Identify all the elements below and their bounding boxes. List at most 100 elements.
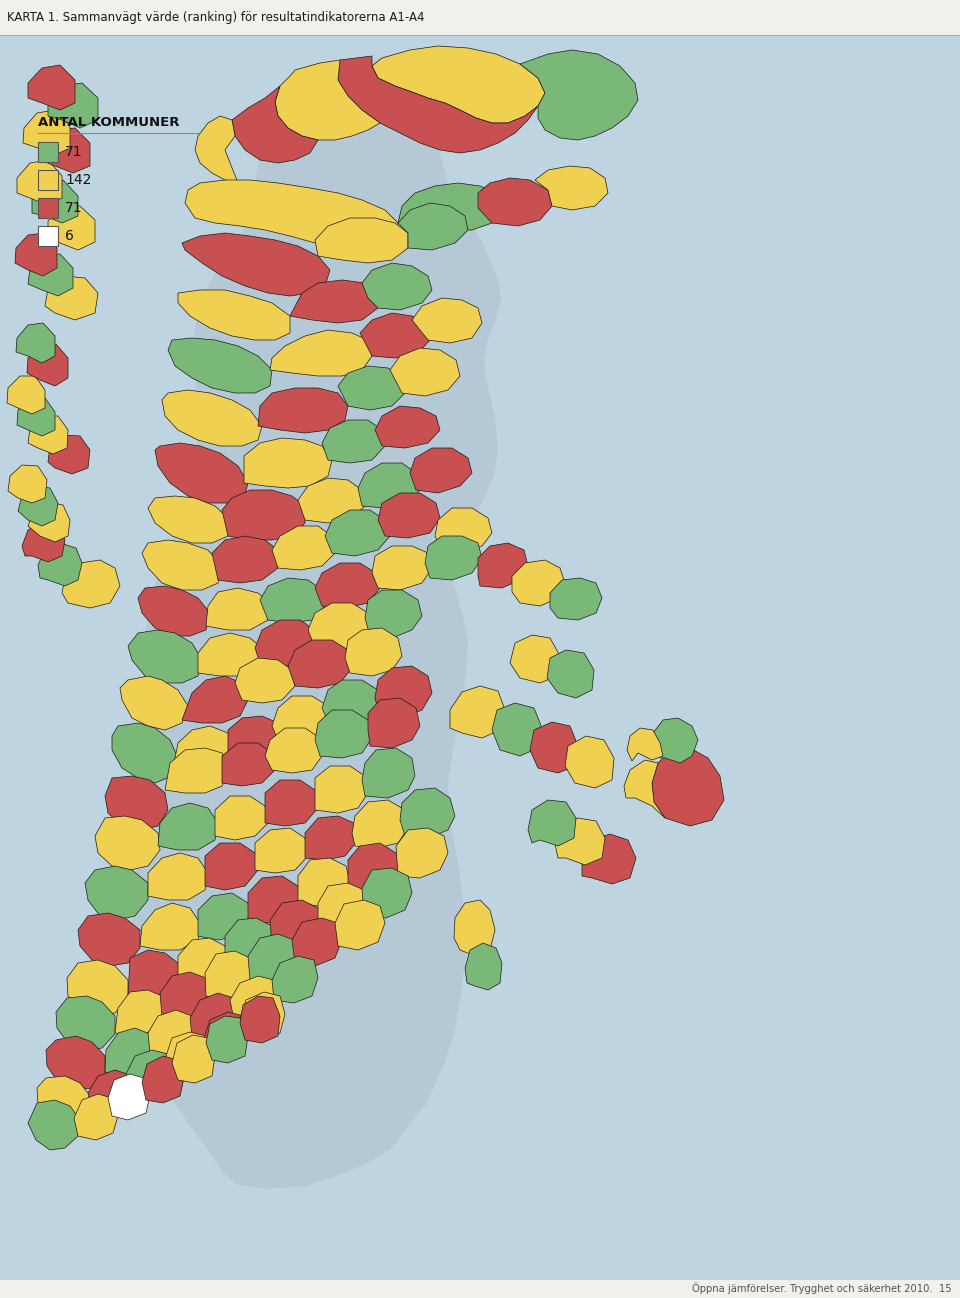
- Polygon shape: [528, 800, 576, 846]
- Polygon shape: [398, 202, 468, 251]
- Polygon shape: [372, 45, 545, 123]
- Polygon shape: [270, 330, 372, 376]
- Polygon shape: [88, 1070, 136, 1116]
- Polygon shape: [492, 704, 542, 755]
- Polygon shape: [165, 748, 228, 793]
- Polygon shape: [512, 559, 565, 606]
- Polygon shape: [235, 658, 295, 704]
- Polygon shape: [396, 828, 448, 877]
- Polygon shape: [362, 748, 415, 798]
- Polygon shape: [230, 976, 278, 1023]
- Polygon shape: [222, 742, 275, 787]
- Polygon shape: [298, 478, 365, 523]
- Polygon shape: [400, 788, 455, 839]
- Polygon shape: [105, 1028, 155, 1076]
- Polygon shape: [265, 780, 318, 826]
- Polygon shape: [454, 900, 495, 957]
- Polygon shape: [108, 1073, 150, 1120]
- Polygon shape: [315, 218, 408, 263]
- Polygon shape: [205, 951, 255, 999]
- Polygon shape: [204, 1012, 248, 1060]
- Polygon shape: [258, 388, 348, 434]
- Polygon shape: [222, 491, 305, 540]
- Polygon shape: [67, 961, 128, 1016]
- Polygon shape: [37, 1076, 92, 1131]
- Bar: [0, 0, 960, 35]
- Polygon shape: [195, 116, 238, 183]
- Polygon shape: [206, 588, 270, 630]
- Polygon shape: [398, 183, 502, 230]
- Polygon shape: [140, 903, 200, 950]
- Polygon shape: [255, 620, 318, 666]
- Polygon shape: [582, 835, 636, 884]
- Polygon shape: [272, 526, 335, 570]
- Polygon shape: [272, 696, 332, 742]
- Polygon shape: [390, 348, 460, 396]
- Text: ANTAL KOMMUNER: ANTAL KOMMUNER: [38, 116, 180, 129]
- Polygon shape: [112, 723, 178, 783]
- Polygon shape: [17, 398, 55, 436]
- Polygon shape: [206, 1016, 248, 1063]
- Polygon shape: [62, 559, 120, 607]
- Polygon shape: [315, 563, 380, 607]
- Polygon shape: [148, 1010, 196, 1057]
- Polygon shape: [375, 406, 440, 448]
- Polygon shape: [248, 935, 298, 983]
- Polygon shape: [450, 687, 505, 739]
- Polygon shape: [158, 803, 218, 850]
- Polygon shape: [318, 883, 368, 933]
- Polygon shape: [15, 234, 57, 276]
- Polygon shape: [78, 912, 140, 966]
- Text: 71: 71: [65, 201, 83, 215]
- Polygon shape: [28, 502, 70, 543]
- Polygon shape: [128, 630, 202, 683]
- Polygon shape: [166, 1032, 210, 1079]
- Polygon shape: [178, 289, 290, 340]
- Polygon shape: [520, 51, 638, 140]
- Polygon shape: [48, 435, 90, 474]
- Polygon shape: [148, 853, 208, 900]
- Polygon shape: [126, 1050, 172, 1096]
- Bar: [38, 170, 58, 190]
- Polygon shape: [8, 465, 47, 504]
- Polygon shape: [138, 585, 210, 636]
- Polygon shape: [132, 56, 501, 1189]
- Polygon shape: [23, 110, 70, 154]
- Polygon shape: [275, 60, 380, 140]
- Polygon shape: [290, 280, 378, 323]
- Polygon shape: [228, 716, 280, 761]
- Polygon shape: [555, 818, 605, 864]
- Polygon shape: [16, 323, 55, 363]
- Polygon shape: [348, 842, 400, 893]
- Polygon shape: [18, 485, 58, 526]
- Polygon shape: [142, 540, 222, 591]
- Polygon shape: [265, 728, 322, 774]
- Polygon shape: [375, 666, 432, 718]
- Polygon shape: [360, 313, 430, 358]
- Polygon shape: [85, 866, 148, 920]
- Text: 6: 6: [65, 228, 74, 243]
- Polygon shape: [46, 1036, 105, 1090]
- Polygon shape: [182, 676, 248, 723]
- Polygon shape: [28, 65, 75, 110]
- Polygon shape: [378, 493, 440, 537]
- Polygon shape: [288, 640, 352, 688]
- Polygon shape: [40, 129, 90, 173]
- Polygon shape: [465, 944, 502, 990]
- Polygon shape: [338, 366, 405, 410]
- Polygon shape: [248, 876, 300, 923]
- Polygon shape: [412, 299, 482, 343]
- Polygon shape: [372, 546, 432, 591]
- Polygon shape: [128, 950, 180, 999]
- Polygon shape: [298, 858, 350, 906]
- Polygon shape: [547, 650, 594, 698]
- Polygon shape: [225, 918, 275, 966]
- Polygon shape: [478, 178, 552, 226]
- Polygon shape: [305, 816, 358, 861]
- Polygon shape: [142, 1057, 184, 1103]
- Polygon shape: [38, 543, 82, 585]
- Polygon shape: [270, 900, 322, 950]
- Text: 71: 71: [65, 145, 83, 158]
- Polygon shape: [74, 1094, 118, 1140]
- Polygon shape: [48, 206, 95, 251]
